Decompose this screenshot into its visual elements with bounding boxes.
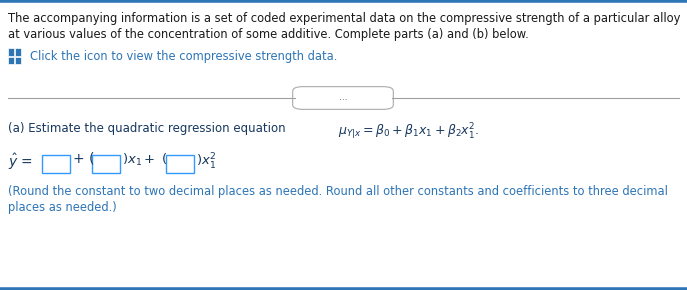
Text: Click the icon to view the compressive strength data.: Click the icon to view the compressive s… xyxy=(30,50,337,63)
Text: $\mu_{Y|x} = \beta_0 + \beta_1 x_1 + \beta_2 x_1^2.$: $\mu_{Y|x} = \beta_0 + \beta_1 x_1 + \be… xyxy=(338,121,480,142)
FancyBboxPatch shape xyxy=(15,57,21,64)
Text: places as needed.): places as needed.) xyxy=(8,201,117,214)
Text: (Round the constant to two decimal places as needed. Round all other constants a: (Round the constant to two decimal place… xyxy=(8,185,668,198)
FancyBboxPatch shape xyxy=(8,48,14,56)
Text: (a) Estimate the quadratic regression equation: (a) Estimate the quadratic regression eq… xyxy=(8,122,289,135)
Text: at various values of the concentration of some additive. Complete parts (a) and : at various values of the concentration o… xyxy=(8,28,529,41)
FancyBboxPatch shape xyxy=(8,57,14,64)
Text: $)x_1^2$: $)x_1^2$ xyxy=(196,152,216,172)
Text: + (: + ( xyxy=(73,152,95,166)
Text: $\hat{y}$ =: $\hat{y}$ = xyxy=(8,152,33,172)
Text: The accompanying information is a set of coded experimental data on the compress: The accompanying information is a set of… xyxy=(8,12,680,25)
Text: ...: ... xyxy=(339,93,348,102)
Text: $)x_1 +$ (: $)x_1 +$ ( xyxy=(122,152,168,168)
FancyBboxPatch shape xyxy=(15,48,21,56)
